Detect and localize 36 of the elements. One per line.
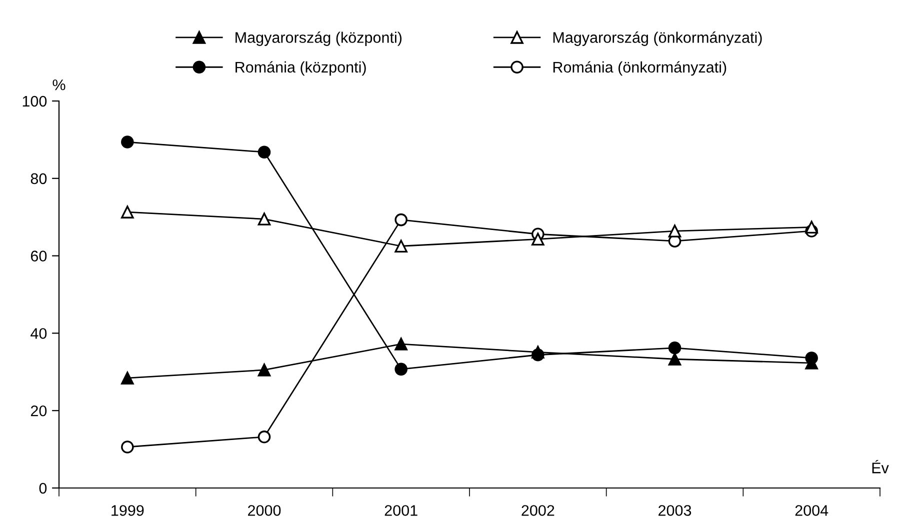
point [121,206,134,218]
x-tick-label: 1999 [112,505,144,516]
y-tick-label: 80 [30,173,47,184]
legend-label: Románia (önkormányzati) [553,61,726,76]
y-tick-label: 60 [30,250,47,262]
x-tick-label: 2004 [795,505,828,516]
point [668,352,682,366]
point [258,146,271,158]
point [394,362,408,376]
point [668,224,682,238]
point [394,338,408,350]
x-tick-label: 2002 [522,505,554,516]
x-axis-title: Év [872,460,889,474]
point [121,136,134,148]
point [121,372,134,384]
point [258,212,271,226]
point [394,213,408,226]
legend-label: Magyarország (központi) [236,32,402,46]
point [394,240,408,253]
y-axis-title: % [52,79,66,90]
x-tick-label: 2001 [384,505,418,516]
y-tick-label: 40 [30,328,47,339]
point [532,346,544,359]
legend-label: Románia (központi) [236,61,366,76]
legend-label: Magyarország (önkormányzati) [553,32,762,46]
point [258,430,271,444]
point [532,232,544,246]
point [668,342,682,354]
point [121,440,134,454]
y-tick-label: 20 [30,405,47,416]
point [258,364,271,376]
x-tick-label: 2003 [658,505,692,516]
y-tick-label: 0 [39,482,47,494]
y-tick-label: 100 [22,96,47,107]
x-tick-label: 2000 [248,505,281,516]
point [805,220,818,234]
